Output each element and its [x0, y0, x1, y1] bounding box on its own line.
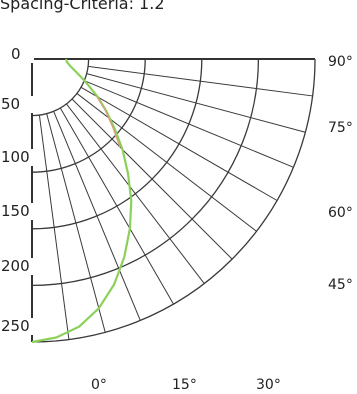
angle-label-bottom-2: 30°	[256, 377, 281, 393]
spoke-7.5	[38, 115, 70, 340]
axis-labels: 0 50 100 150 200 250 90° 75° 60° 45° 0° 15° 30°	[0, 45, 353, 393]
series-1-line	[31, 58, 133, 344]
angle-label-bottom-1: 15°	[172, 377, 197, 393]
angle-label-bottom-0: 0°	[91, 377, 107, 393]
radial-tick-bg-100	[0, 149, 34, 166]
spoke-45	[71, 98, 233, 260]
spoke-37.5	[66, 103, 205, 284]
angle-label-side-1: 75°	[328, 120, 353, 136]
angle-label-side-0: 90°	[328, 54, 353, 70]
radial-tick-50: 50	[1, 95, 20, 113]
angle-label-side-3: 45°	[328, 277, 353, 293]
spoke-67.5	[84, 80, 294, 168]
spoke-60	[80, 86, 278, 201]
radial-tick-250: 250	[1, 317, 30, 335]
spoke-22.5	[53, 111, 141, 321]
radial-tick-150: 150	[1, 202, 30, 220]
spoke-75	[86, 73, 306, 133]
series-2-line	[96, 96, 121, 148]
radial-tick-bg-250	[0, 318, 34, 335]
spoke-52.5	[76, 93, 257, 232]
ring-50	[31, 58, 90, 117]
radial-tick-bg-200	[0, 258, 34, 275]
intensity-curves	[31, 58, 133, 344]
spoke-82.5	[88, 65, 313, 97]
spoke-15	[46, 113, 106, 333]
radial-tick-200: 200	[1, 257, 30, 275]
radial-tick-bg-150	[0, 203, 34, 220]
polar-grid	[31, 58, 316, 343]
radial-tick-0: 0	[11, 45, 21, 63]
spoke-30	[59, 107, 174, 305]
angle-label-side-2: 60°	[328, 205, 353, 221]
radial-tick-bg-50	[0, 96, 34, 113]
radial-tick-bg-0	[0, 46, 34, 63]
radial-tick-100: 100	[1, 148, 30, 166]
chart-title: Spacing-Criteria: 1.2	[0, 0, 165, 13]
